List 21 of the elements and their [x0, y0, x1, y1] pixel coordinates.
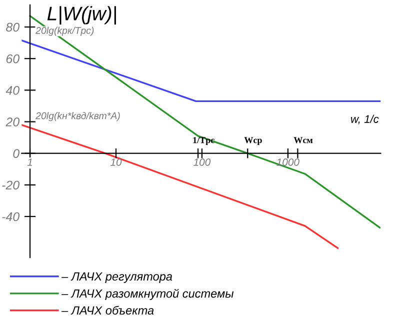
y-tick-label: 20	[6, 118, 20, 126]
annotation: 20lg(kн*kвд/kвт*A)	[36, 112, 120, 122]
x-axis-title: w, 1/c	[351, 114, 379, 124]
legend-label: – ЛАЧХ разомкнутой системы	[61, 288, 234, 300]
annotation: Wср	[244, 137, 262, 145]
y-tick-label: 60	[6, 54, 20, 64]
legend-label: – ЛАЧХ объекта	[61, 306, 154, 315]
x-tick-label: 10	[110, 158, 122, 166]
x-tick-label: 100	[194, 158, 211, 166]
x-tick-label: 1	[27, 158, 32, 166]
annotation: Wсм	[294, 137, 313, 144]
y-axis-title: L|W(jw)|	[47, 6, 116, 25]
annotation: 1/Tрс	[193, 137, 214, 145]
y-tick-label: -20	[2, 180, 20, 190]
y-tick-label: 0	[13, 149, 20, 158]
y-tick-label: 40	[6, 86, 20, 95]
x-tick-label: 1000	[276, 158, 300, 166]
y-tick-label: -40	[2, 212, 20, 222]
annotation: 20lg(kрк/Tрс)	[36, 26, 94, 36]
legend-label: – ЛАЧХ регулятора	[61, 272, 172, 283]
y-tick-label: 80	[6, 22, 20, 32]
